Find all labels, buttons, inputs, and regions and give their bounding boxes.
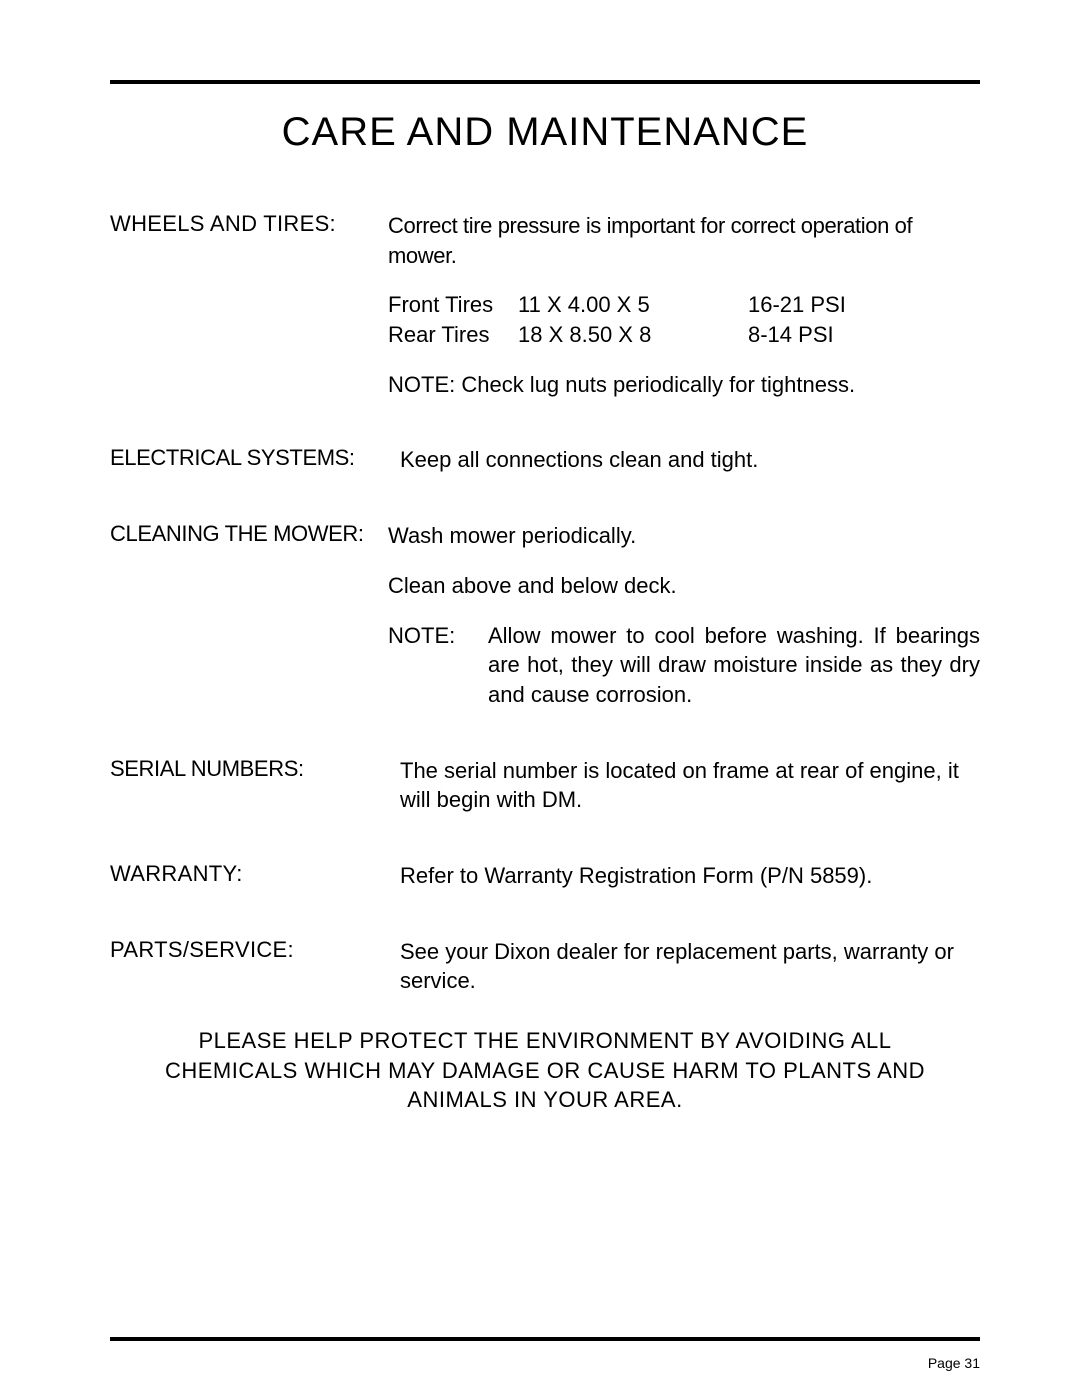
page-number: Page 31 [928, 1355, 980, 1371]
section-warranty: WARRANTY: Refer to Warranty Registration… [110, 861, 980, 891]
tire-psi: 8-14 PSI [748, 320, 868, 350]
table-row: Rear Tires 18 X 8.50 X 8 8-14 PSI [388, 320, 980, 350]
section-label: CLEANING THE MOWER: [110, 521, 388, 709]
section-label: WARRANTY: [110, 861, 388, 891]
serial-text: The serial number is located on frame at… [400, 756, 980, 815]
tire-name: Front Tires [388, 290, 518, 320]
section-label: ELECTRICAL SYSTEMS: [110, 445, 388, 475]
tire-name: Rear Tires [388, 320, 518, 350]
section-content: Refer to Warranty Registration Form (P/N… [388, 861, 980, 891]
section-content: Keep all connections clean and tight. [388, 445, 980, 475]
section-label: PARTS/SERVICE: [110, 937, 388, 996]
section-electrical: ELECTRICAL SYSTEMS: Keep all connections… [110, 445, 980, 475]
section-wheels: WHEELS AND TIRES: Correct tire pressure … [110, 211, 980, 399]
section-parts: PARTS/SERVICE: See your Dixon dealer for… [110, 937, 980, 996]
wheels-intro: Correct tire pressure is important for c… [388, 211, 980, 270]
cleaning-line1: Wash mower periodically. [388, 521, 980, 551]
parts-text: See your Dixon dealer for replacement pa… [400, 937, 980, 996]
document-page: CARE AND MAINTENANCE WHEELS AND TIRES: C… [0, 0, 1080, 1397]
bottom-rule [110, 1337, 980, 1341]
top-rule [110, 80, 980, 84]
section-content: Correct tire pressure is important for c… [388, 211, 980, 399]
tire-psi: 16-21 PSI [748, 290, 868, 320]
section-label: SERIAL NUMBERS: [110, 756, 388, 815]
note-body: Allow mower to cool before washing. If b… [488, 621, 980, 710]
environment-notice: PLEASE HELP PROTECT THE ENVIRONMENT BY A… [150, 1026, 940, 1115]
page-title: CARE AND MAINTENANCE [110, 110, 980, 155]
section-content: See your Dixon dealer for replacement pa… [388, 937, 980, 996]
wheels-note: NOTE: Check lug nuts periodically for ti… [388, 370, 980, 400]
warranty-text: Refer to Warranty Registration Form (P/N… [400, 861, 980, 891]
cleaning-line2: Clean above and below deck. [388, 571, 980, 601]
section-label: WHEELS AND TIRES: [110, 211, 388, 399]
section-serial: SERIAL NUMBERS: The serial number is loc… [110, 756, 980, 815]
cleaning-note: NOTE: Allow mower to cool before washing… [388, 621, 980, 710]
note-label: NOTE: [388, 621, 488, 710]
tire-size: 11 X 4.00 X 5 [518, 290, 748, 320]
tire-table: Front Tires 11 X 4.00 X 5 16-21 PSI Rear… [388, 290, 980, 349]
section-content: The serial number is located on frame at… [388, 756, 980, 815]
electrical-text: Keep all connections clean and tight. [400, 445, 980, 475]
section-content: Wash mower periodically. Clean above and… [388, 521, 980, 709]
section-cleaning: CLEANING THE MOWER: Wash mower periodica… [110, 521, 980, 709]
table-row: Front Tires 11 X 4.00 X 5 16-21 PSI [388, 290, 980, 320]
tire-size: 18 X 8.50 X 8 [518, 320, 748, 350]
